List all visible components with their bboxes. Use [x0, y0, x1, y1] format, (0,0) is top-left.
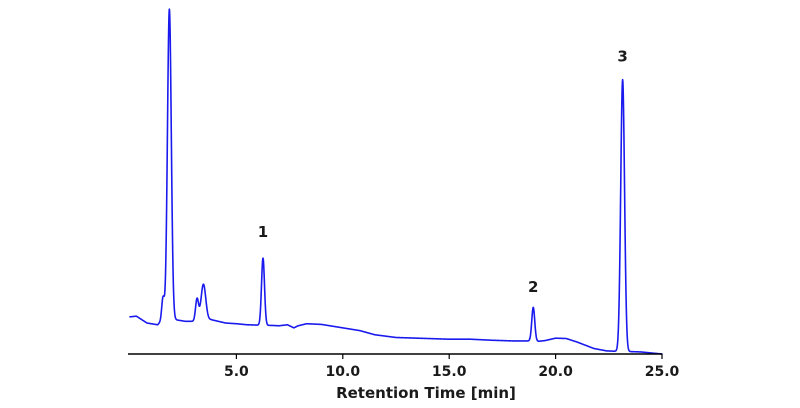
x-tick-layer: 5.0 10.0 15.0 20.0 25.0 [224, 354, 680, 380]
peak-label: 2 [528, 278, 538, 296]
chromatogram-trace [129, 8, 663, 355]
peak-label: 3 [617, 48, 627, 66]
x-tick-label: 10.0 [326, 364, 361, 380]
x-tick-label: 20.0 [538, 364, 573, 380]
trace-layer [129, 8, 663, 355]
peak-label: 1 [258, 223, 268, 241]
x-axis-title: Retention Time [min] [336, 384, 516, 402]
x-tick-label: 15.0 [432, 364, 467, 380]
peak-annotations: 1 2 3 [258, 48, 628, 296]
x-tick-label: 25.0 [645, 364, 680, 380]
x-tick-label: 5.0 [224, 364, 249, 380]
